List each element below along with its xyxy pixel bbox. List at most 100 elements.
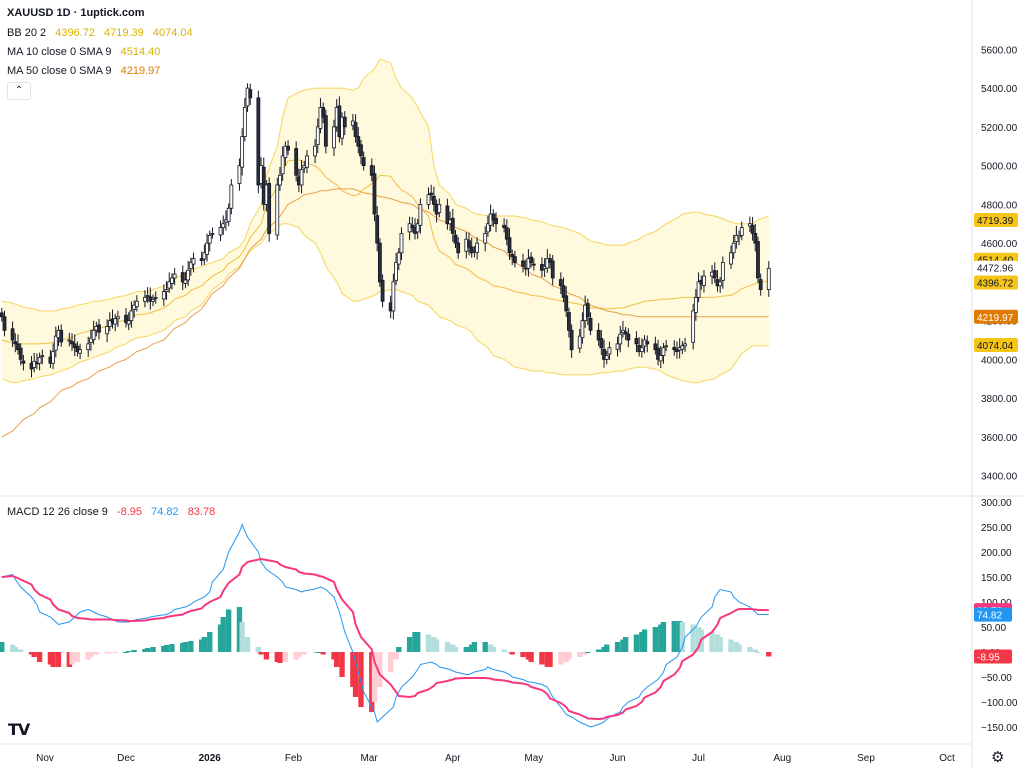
macd-histogram-bar: [671, 621, 677, 652]
candle-body: [720, 262, 725, 281]
candle-body: [756, 241, 760, 279]
macd-histogram-bar: [601, 647, 607, 652]
candle-body: [718, 281, 723, 287]
ma50-label: MA 50 close 0 SMA 9: [7, 65, 112, 77]
macd-histogram-bar: [161, 646, 167, 652]
candle-body: [305, 155, 309, 168]
candle-body: [502, 224, 507, 229]
candle-body: [10, 328, 15, 341]
macd-histogram-bar: [255, 647, 262, 652]
candle-body: [286, 145, 290, 151]
candle-body: [680, 345, 685, 350]
macd-histogram-bar: [766, 652, 772, 657]
time-axis-tick: Jun: [609, 753, 625, 764]
candle-body: [134, 300, 139, 308]
candle-body: [172, 273, 177, 279]
macd-histogram-bar: [293, 652, 299, 660]
macd-histogram-bar: [258, 652, 264, 655]
price-axis-tick: 4600.00: [981, 239, 1018, 250]
macd-histogram-bar: [320, 652, 326, 655]
candle-body: [585, 303, 590, 318]
candle-body: [124, 314, 128, 323]
candle-body: [558, 279, 563, 287]
candle-body: [202, 252, 207, 260]
candle-body: [91, 329, 96, 341]
macd-histogram-bar: [74, 652, 81, 662]
ma50-legend[interactable]: MA 50 close 0 SMA 9 4219.97: [7, 64, 160, 78]
candle-body: [645, 341, 650, 345]
macd-histogram-bar: [169, 644, 175, 652]
gear-icon[interactable]: ⚙: [991, 749, 1005, 766]
candle-body: [372, 173, 377, 215]
candle-body: [396, 252, 401, 265]
candle-body: [89, 337, 93, 343]
candle-body: [361, 157, 366, 167]
macd-histogram-bar: [55, 652, 62, 667]
macd-signal-line: [1, 557, 769, 721]
macd-axis-tick: 200.00: [981, 548, 1012, 559]
candle-body: [318, 107, 323, 129]
macd-histogram-bar: [728, 639, 734, 652]
macd-histogram-bar: [406, 637, 413, 652]
candle-body: [275, 184, 280, 236]
candle-body: [561, 285, 566, 298]
macd-histogram-bar: [88, 652, 94, 657]
time-axis-tick: Dec: [117, 753, 135, 764]
bb-basis-value: 4396.72: [55, 27, 95, 39]
candle-body: [737, 234, 741, 238]
chevron-up-icon[interactable]: ⌃: [7, 82, 31, 100]
macd-legend[interactable]: MACD 12 26 close 9 -8.95 74.82 83.78: [7, 505, 215, 519]
macd-histogram-bar: [506, 652, 513, 653]
price-badge: [974, 338, 1018, 353]
macd-histogram-bar: [182, 642, 189, 652]
macd-histogram-bar: [47, 652, 54, 665]
macd-line-value: 74.82: [151, 506, 179, 518]
macd-histogram-bar: [301, 652, 307, 655]
price-badge: [974, 309, 1018, 324]
candle-body: [207, 234, 212, 244]
candle-body: [623, 331, 628, 335]
macd-histogram-bar: [676, 621, 683, 652]
candle-body: [486, 223, 490, 233]
candle-body: [483, 233, 488, 244]
macd-histogram-bar: [350, 652, 356, 687]
time-axis-tick: Mar: [360, 753, 378, 764]
candle-body: [672, 346, 677, 351]
macd-histogram-bar: [12, 647, 18, 652]
macd-histogram-value: -8.95: [116, 506, 143, 518]
candle-body: [634, 338, 639, 345]
macd-histogram-bar: [388, 652, 394, 672]
macd-histogram-bar: [709, 632, 715, 652]
candle-body: [526, 258, 531, 269]
candle-body: [729, 252, 733, 265]
tradingview-logo[interactable]: TV: [8, 720, 30, 739]
candle-body: [577, 335, 582, 349]
candle-body: [456, 242, 461, 254]
macd-histogram-bar: [0, 642, 5, 652]
candle-body: [32, 360, 37, 368]
macd-histogram-bar: [371, 652, 378, 702]
candle-body: [731, 242, 736, 254]
candle-body: [639, 347, 644, 353]
macd-axis-tick: 300.00: [981, 498, 1012, 509]
candle-body: [170, 277, 174, 284]
candle-body: [664, 345, 669, 348]
macd-histogram-bar: [107, 652, 113, 653]
macd-histogram-bar: [69, 652, 75, 665]
ma10-legend[interactable]: MA 10 close 0 SMA 9 4514.40: [7, 45, 160, 59]
candle-body: [375, 215, 380, 244]
macd-label: MACD 12 26 close 9: [7, 506, 108, 518]
candle-body: [240, 136, 245, 168]
ma50-value: 4219.97: [120, 65, 161, 77]
candle-body: [221, 223, 226, 229]
macd-badge-label: 74.82: [977, 611, 1002, 622]
candle-body: [604, 355, 609, 360]
bb-legend[interactable]: BB 20 2 4396.72 4719.39 4074.04: [7, 26, 193, 40]
macd-histogram-bar: [339, 652, 345, 677]
macd-histogram-bar: [444, 642, 451, 652]
candle-body: [453, 234, 458, 244]
time-axis-tick: Nov: [36, 753, 54, 764]
macd-histogram-bar: [525, 652, 532, 660]
bollinger-upper-line: [1, 58, 769, 312]
